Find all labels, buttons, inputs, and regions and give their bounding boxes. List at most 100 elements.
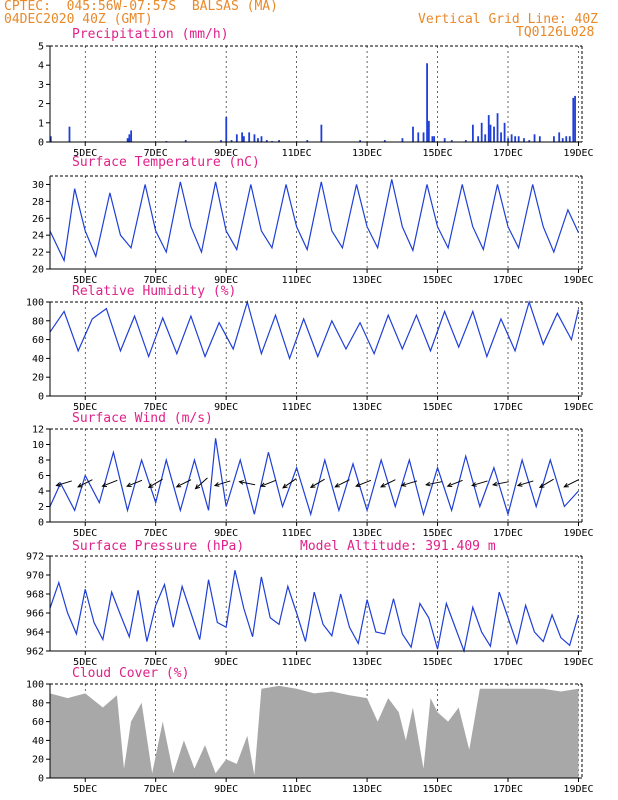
precip-bar xyxy=(306,140,309,142)
x-tick-label: 13DEC xyxy=(352,784,382,795)
precip-bar xyxy=(528,140,531,142)
x-tick-label: 11DEC xyxy=(282,657,312,668)
precip-bar xyxy=(253,134,256,142)
precip-bar xyxy=(248,132,251,142)
x-tick-label: 7DEC xyxy=(144,657,168,668)
precip-bar xyxy=(320,124,323,142)
wind-arrow xyxy=(195,477,208,489)
precip-bar xyxy=(260,136,263,142)
y-tick-label: 28 xyxy=(32,197,44,208)
wind-arrow xyxy=(102,479,118,487)
precip-bar xyxy=(242,136,245,142)
x-tick-label: 15DEC xyxy=(422,148,452,159)
panel-title-wind: Surface Wind (m/s) xyxy=(72,411,213,426)
x-tick-label: 17DEC xyxy=(493,402,523,413)
precip-bar xyxy=(503,122,506,142)
x-tick-label: 13DEC xyxy=(352,275,382,286)
x-tick-label: 11DEC xyxy=(282,528,312,539)
y-tick-label: 22 xyxy=(32,248,44,259)
wind-arrow xyxy=(517,480,534,487)
precip-bar xyxy=(574,95,576,142)
x-tick-label: 19DEC xyxy=(563,657,593,668)
precip-bar xyxy=(538,136,541,142)
x-tick-label: 19DEC xyxy=(563,275,593,286)
wind-arrow xyxy=(56,480,72,487)
wind-arrow xyxy=(493,481,509,486)
x-tick-label: 19DEC xyxy=(563,784,593,795)
x-tick-label: 17DEC xyxy=(493,275,523,286)
precip-bar xyxy=(510,134,513,142)
precip-bar xyxy=(126,138,129,142)
x-tick-label: 15DEC xyxy=(422,784,452,795)
x-tick-label: 5DEC xyxy=(73,402,97,413)
precip-bar xyxy=(507,138,510,142)
precip-bar xyxy=(514,136,517,142)
precip-bar xyxy=(500,132,502,142)
y-tick-label: 966 xyxy=(26,609,44,620)
wind-arrow-head xyxy=(355,482,361,488)
y-tick-label: 30 xyxy=(32,180,44,191)
x-tick-label: 7DEC xyxy=(144,402,168,413)
wind-arrow-head xyxy=(213,482,220,487)
wind-arrow xyxy=(472,480,488,487)
x-tick-label: 17DEC xyxy=(493,148,523,159)
y-tick-label: 972 xyxy=(26,552,44,563)
y-tick-label: 40 xyxy=(32,736,44,747)
precip-bar xyxy=(443,138,446,142)
wind-arrow-head xyxy=(380,482,386,488)
y-tick-label: 0 xyxy=(38,518,44,529)
precip-bar xyxy=(412,126,414,142)
wind-arrow-head xyxy=(194,484,201,490)
series-line xyxy=(49,179,580,263)
wind-arrow xyxy=(380,479,396,488)
y-tick-label: 100 xyxy=(26,298,44,309)
precip-bar xyxy=(450,140,453,142)
wind-arrow-head xyxy=(563,482,569,488)
y-tick-label: 964 xyxy=(26,628,44,639)
x-tick-label: 15DEC xyxy=(422,528,452,539)
precip-bar xyxy=(383,140,386,142)
x-tick-label: 19DEC xyxy=(563,402,593,413)
wind-arrow xyxy=(176,479,192,488)
precip-bar xyxy=(493,126,495,142)
precip-bar xyxy=(431,136,434,142)
precip-bar xyxy=(257,138,259,142)
precip-bar xyxy=(572,97,575,142)
wind-arrow-head xyxy=(334,482,340,488)
x-tick-label: 5DEC xyxy=(73,275,97,286)
y-tick-label: 962 xyxy=(26,647,44,658)
precip-bar xyxy=(278,140,281,142)
wind-arrow-head xyxy=(446,482,453,488)
y-tick-label: 60 xyxy=(32,717,44,728)
x-tick-label: 15DEC xyxy=(422,657,452,668)
x-tick-label: 7DEC xyxy=(144,148,168,159)
precip-bar xyxy=(401,138,404,142)
wind-arrow-head xyxy=(516,482,523,487)
x-tick-label: 13DEC xyxy=(352,528,382,539)
wind-arrow-head xyxy=(538,483,545,488)
precip-bar xyxy=(417,132,420,142)
precip-bar xyxy=(558,132,561,142)
wind-arrow-head xyxy=(491,481,498,487)
wind-arrow xyxy=(426,481,442,486)
y-tick-label: 80 xyxy=(32,698,44,709)
precip-bar xyxy=(433,136,436,142)
precip-bar xyxy=(230,140,233,142)
panel-title-cloud-cover: Cloud Cover (%) xyxy=(72,666,190,681)
precip-bar xyxy=(359,140,362,142)
y-tick-label: 20 xyxy=(32,373,44,384)
precip-bar xyxy=(477,136,480,142)
precip-bar xyxy=(533,134,536,142)
panel-title-humidity: Relative Humidity (%) xyxy=(72,284,237,299)
x-tick-label: 9DEC xyxy=(214,657,238,668)
wind-arrow-head xyxy=(259,482,266,488)
y-tick-label: 100 xyxy=(26,680,44,691)
x-tick-label: 15DEC xyxy=(422,402,452,413)
x-tick-label: 15DEC xyxy=(422,275,452,286)
wind-arrow xyxy=(564,479,579,488)
precip-bar xyxy=(523,138,525,142)
y-tick-label: 0 xyxy=(38,138,44,149)
header-station: CPTEC: 045:56W-07:57S BALSAS (MA) xyxy=(4,0,278,14)
x-tick-label: 5DEC xyxy=(73,148,97,159)
